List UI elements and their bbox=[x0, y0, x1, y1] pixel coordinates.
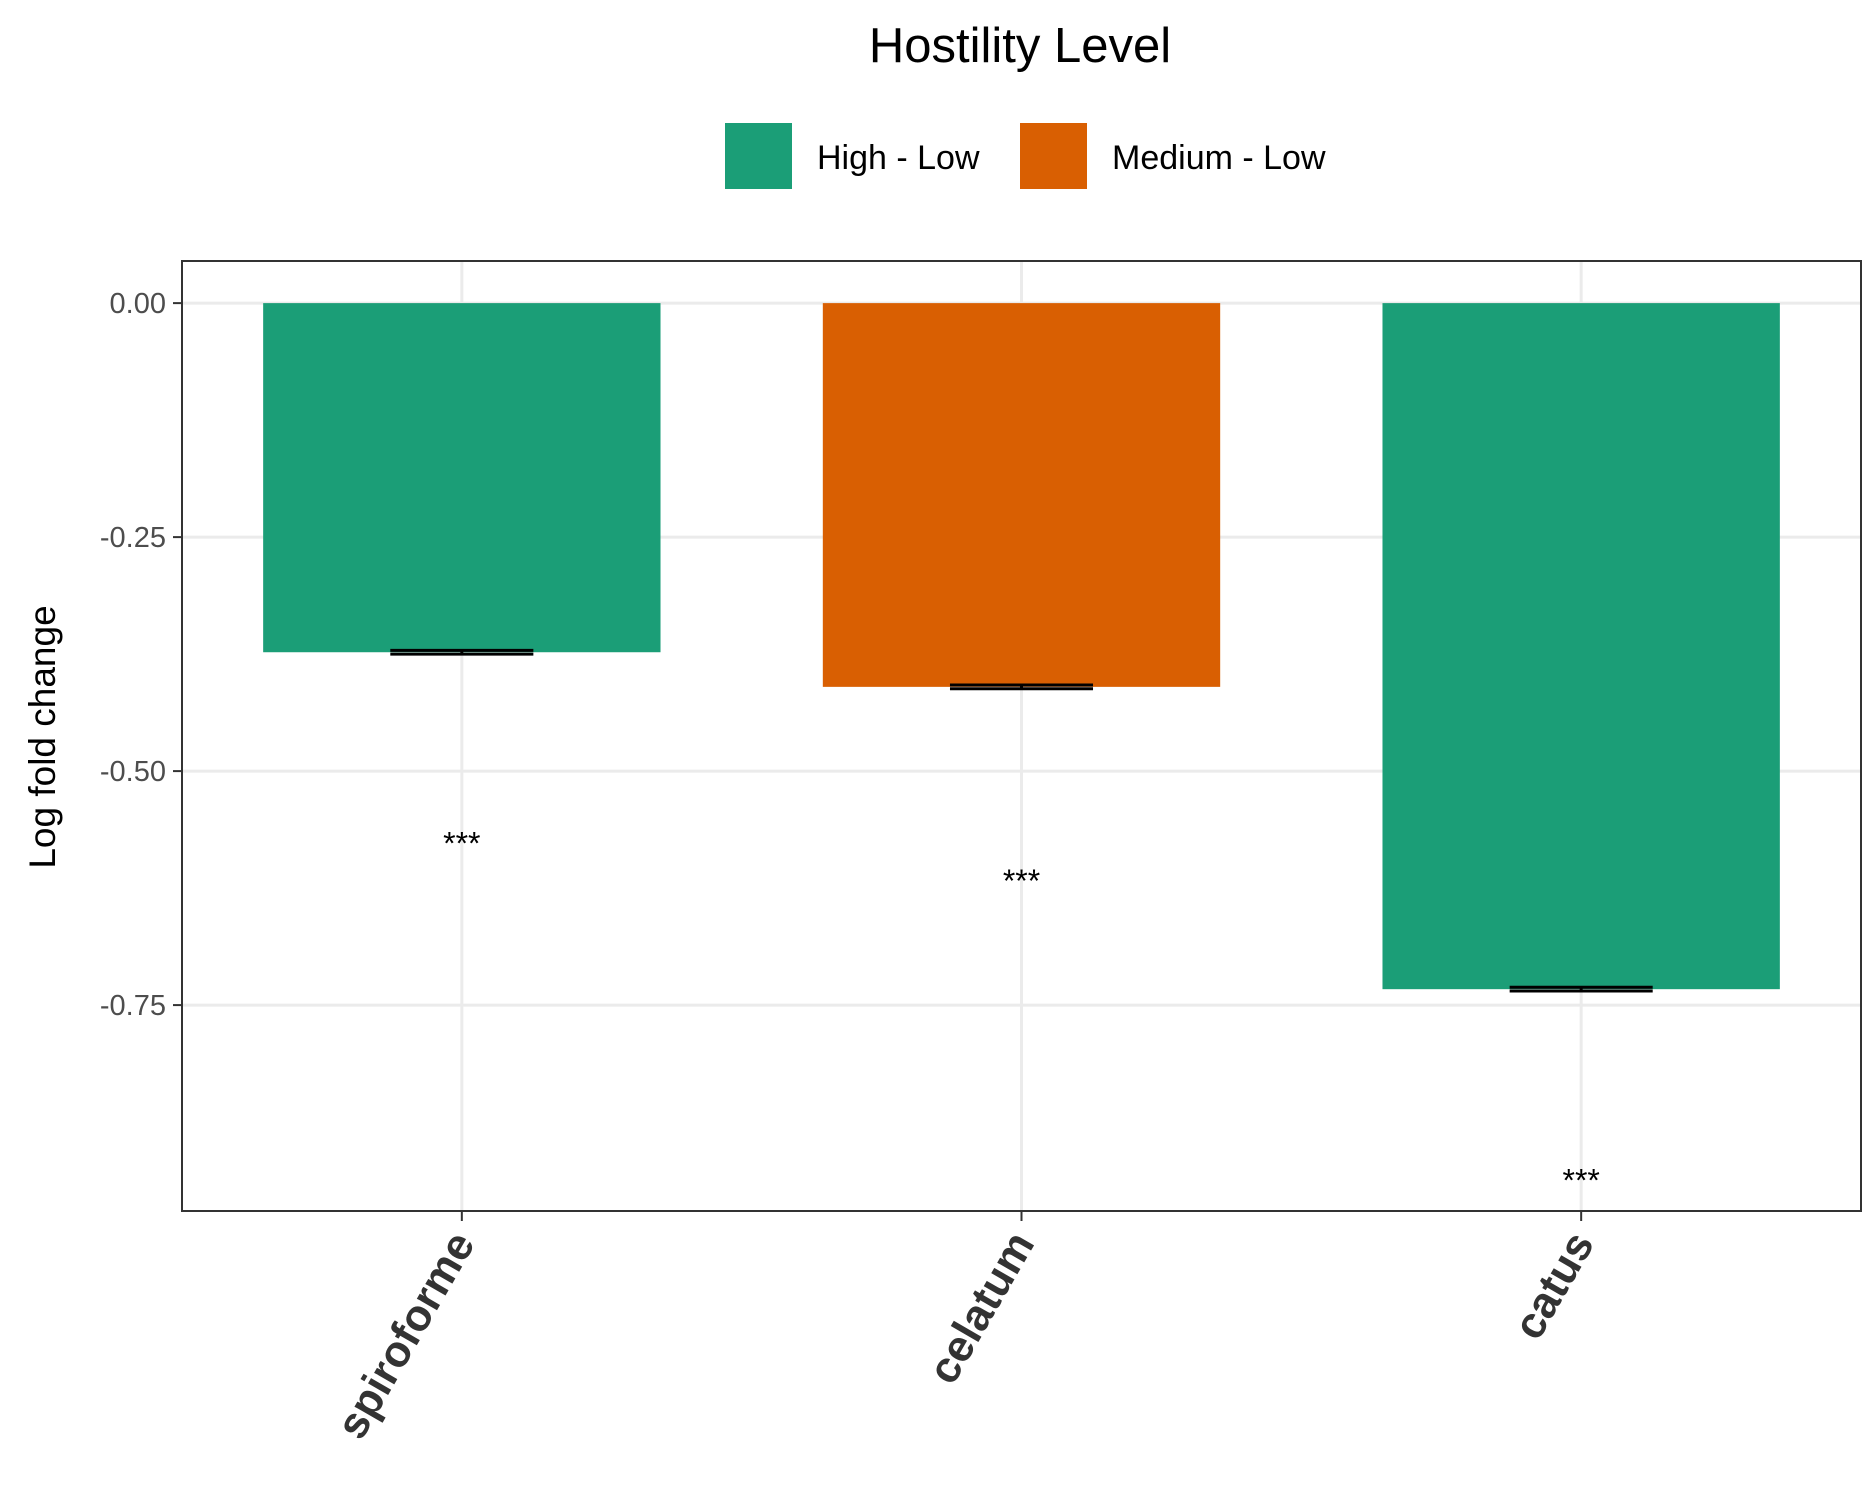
x-axis: spiroforme celatum catus bbox=[327, 1211, 1604, 1447]
legend-entry-medium-low: Medium - Low bbox=[1020, 123, 1326, 189]
x-tick-label-catus: catus bbox=[1504, 1224, 1604, 1348]
legend-swatch-medium-low bbox=[1020, 123, 1087, 189]
significance-label-catus: *** bbox=[1562, 1163, 1599, 1199]
y-tick-label: 0.00 bbox=[110, 288, 166, 320]
y-axis-title: Log fold change bbox=[22, 605, 63, 868]
legend-label-high-low: High - Low bbox=[817, 139, 980, 177]
legend-title: Hostility Level bbox=[869, 19, 1171, 73]
significance-label-spiroforme: *** bbox=[443, 826, 480, 862]
x-tick-label-spiroforme: spiroforme bbox=[327, 1224, 484, 1448]
bar-celatum bbox=[822, 303, 1221, 687]
legend-label-medium-low: Medium - Low bbox=[1112, 139, 1326, 177]
significance-label-celatum: *** bbox=[1003, 863, 1040, 899]
y-tick-label: -0.75 bbox=[100, 990, 166, 1022]
significance-labels: *** *** *** bbox=[443, 826, 1600, 1199]
x-tick-label-celatum: celatum bbox=[919, 1224, 1045, 1393]
bars bbox=[263, 303, 1780, 990]
y-axis: 0.00 -0.25 -0.50 -0.75 bbox=[100, 288, 182, 1022]
y-tick-label: -0.50 bbox=[100, 756, 166, 788]
bar-catus bbox=[1382, 303, 1780, 990]
legend-entry-high-low: High - Low bbox=[725, 123, 980, 189]
bar-spiroforme bbox=[263, 303, 661, 653]
plot-panel: *** *** *** bbox=[181, 260, 1862, 1212]
legend-swatch-high-low bbox=[725, 123, 792, 189]
error-bars bbox=[390, 648, 1653, 993]
legend: Hostility Level High - Low Medium - Low bbox=[725, 19, 1326, 189]
y-tick-label: -0.25 bbox=[100, 522, 166, 554]
